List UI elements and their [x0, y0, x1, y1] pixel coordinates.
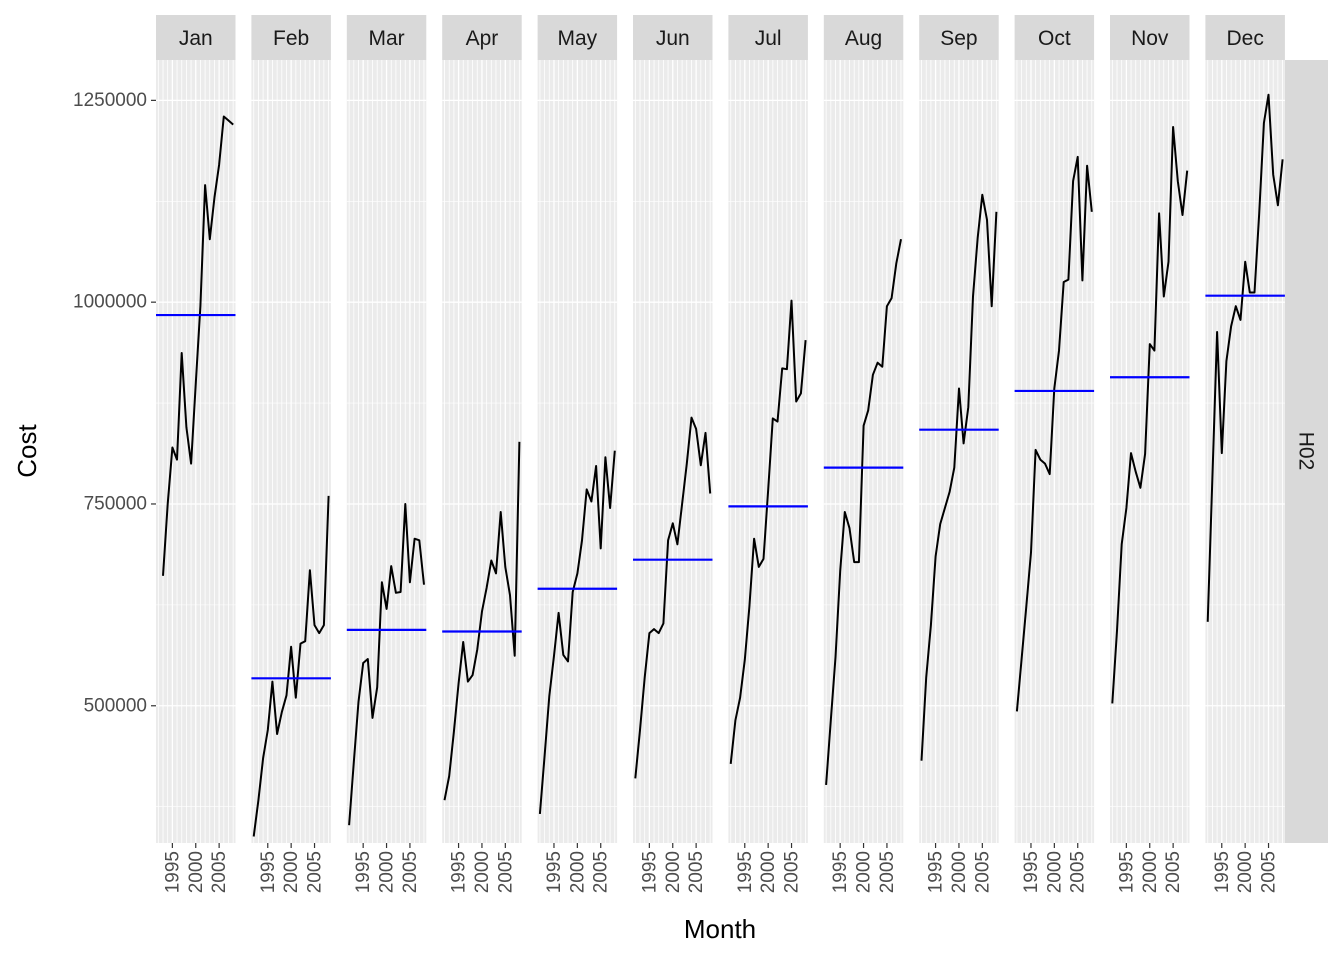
x-tick-label: 2005	[400, 851, 421, 893]
x-tick-label: 2005	[877, 851, 898, 893]
y-tick-label: 1250000	[73, 90, 147, 111]
strip-jan	[156, 15, 236, 60]
strip-label-jan: Jan	[179, 27, 213, 50]
strip-feb	[251, 15, 331, 60]
series-line-dec	[1206, 93, 1284, 622]
x-tick-label: 1995	[449, 851, 470, 893]
panel-may	[537, 60, 618, 843]
series-line-feb	[252, 495, 330, 837]
row-strip-label: H02	[1295, 432, 1318, 471]
x-tick-label: 2005	[1259, 851, 1280, 893]
strip-label-nov: Nov	[1131, 27, 1169, 50]
series-line-apr	[443, 441, 521, 801]
x-tick-label: 1995	[830, 851, 851, 893]
strip-label-jun: Jun	[656, 27, 690, 50]
strip-label-may: May	[558, 27, 598, 50]
x-tick-label: 2000	[1235, 851, 1256, 893]
panel-aug	[823, 60, 904, 843]
panel-apr	[442, 60, 522, 843]
x-tick-label: 2000	[1044, 851, 1065, 893]
y-axis-title: Cost	[12, 423, 42, 477]
x-tick-label: 1995	[639, 851, 660, 893]
y-tick-label: 750000	[84, 493, 147, 514]
x-tick-label: 2000	[567, 851, 588, 893]
strip-jun	[633, 15, 713, 60]
x-tick-label: 2000	[1140, 851, 1161, 893]
x-tick-label: 2000	[472, 851, 493, 893]
x-tick-label: 2005	[1068, 851, 1089, 893]
x-tick-label: 2000	[758, 851, 779, 893]
x-tick-label: 2005	[782, 851, 803, 893]
x-tick-label: 1995	[1116, 851, 1137, 893]
strip-label-mar: Mar	[368, 27, 404, 50]
series-line-mar	[348, 503, 425, 826]
x-tick-label: 1995	[353, 851, 374, 893]
strip-oct	[1014, 15, 1095, 60]
x-tick-label: 2000	[281, 851, 302, 893]
strip-label-feb: Feb	[273, 27, 309, 50]
x-tick-label: 1995	[735, 851, 756, 893]
x-tick-label: 2005	[591, 851, 612, 893]
x-tick-label: 1995	[258, 851, 279, 893]
strip-label-oct: Oct	[1038, 27, 1071, 50]
strip-label-dec: Dec	[1226, 27, 1263, 50]
row-strip-background	[1285, 60, 1328, 843]
panel-jun	[633, 60, 713, 843]
x-axis: 1995 2000 2005 1995 2000 2005 1995 2000 2005 1995…	[162, 843, 1280, 893]
x-tick-label: 2000	[854, 851, 875, 893]
y-axis: 500000 750000 1000000 1250000	[73, 90, 156, 716]
x-tick-label: 1995	[926, 851, 947, 893]
strip-jul	[728, 15, 808, 60]
x-tick-label: 2005	[686, 851, 707, 893]
strip-label-jul: Jul	[755, 27, 782, 50]
y-tick-label: 500000	[84, 695, 147, 716]
series-line-may	[538, 450, 616, 814]
series-line-nov	[1111, 126, 1189, 704]
x-tick-label: 2000	[186, 851, 207, 893]
strip-dec	[1205, 15, 1285, 60]
panel-oct	[1014, 60, 1095, 843]
series-line-jul	[729, 299, 807, 765]
strip-may	[537, 15, 618, 60]
x-tick-label: 2005	[209, 851, 230, 893]
x-tick-label: 1995	[162, 851, 183, 893]
strip-nov	[1110, 15, 1190, 60]
panel-dec	[1205, 60, 1285, 843]
x-tick-label: 2005	[305, 851, 326, 893]
x-axis-title: Month	[684, 914, 756, 944]
strip-label-apr: Apr	[466, 27, 499, 50]
panel-nov	[1110, 60, 1190, 843]
facet-strips: Jan Feb Mar Apr May Jun Jul Aug Sep Oct Nov Dec	[156, 15, 1285, 60]
strip-apr	[442, 15, 522, 60]
strip-aug	[823, 15, 904, 60]
series-line-oct	[1015, 155, 1093, 712]
row-strip: H02	[1285, 60, 1328, 843]
strip-sep	[919, 15, 999, 60]
x-tick-label: 2000	[949, 851, 970, 893]
panel-mar	[346, 60, 427, 843]
x-tick-label: 2000	[377, 851, 398, 893]
series-line-sep	[920, 193, 998, 761]
x-tick-label: 1995	[1021, 851, 1042, 893]
series-line-jun	[634, 416, 712, 779]
y-tick-label: 1000000	[73, 292, 147, 313]
facet-panels	[156, 60, 1285, 843]
series-line-jan	[162, 115, 234, 576]
x-tick-label: 1995	[544, 851, 565, 893]
strip-label-aug: Aug	[845, 27, 882, 50]
x-tick-label: 2005	[495, 851, 516, 893]
x-tick-label: 2000	[663, 851, 684, 893]
series-line-aug	[825, 239, 902, 785]
panel-jan	[156, 60, 236, 843]
strip-mar	[346, 15, 427, 60]
x-tick-label: 2005	[972, 851, 993, 893]
panel-jul	[728, 60, 808, 843]
x-tick-label: 2005	[1163, 851, 1184, 893]
panel-feb	[251, 60, 331, 843]
panel-sep	[919, 60, 999, 843]
x-tick-label: 1995	[1212, 851, 1233, 893]
strip-label-sep: Sep	[940, 27, 977, 50]
